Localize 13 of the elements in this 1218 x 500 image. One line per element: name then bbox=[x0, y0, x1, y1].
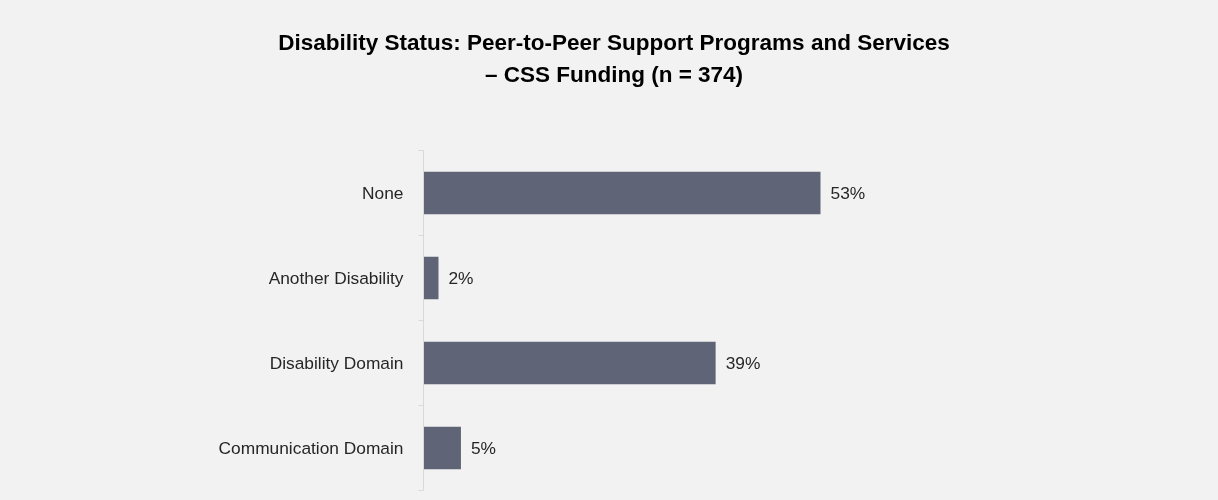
data-label: 39% bbox=[725, 353, 761, 373]
bar bbox=[423, 171, 821, 215]
y-tick-label: Another Disability bbox=[268, 268, 404, 288]
chart-title: Disability Status: Peer-to-Peer Support Programs and Services – CSS Funding (n = 374) bbox=[278, 29, 950, 90]
y-tick-label: Communication Domain bbox=[218, 438, 404, 458]
data-label: 5% bbox=[470, 438, 496, 458]
bar bbox=[423, 256, 439, 300]
y-tick-label: None bbox=[362, 183, 404, 203]
bar bbox=[423, 341, 716, 385]
bar bbox=[423, 426, 461, 470]
data-label: 53% bbox=[830, 183, 866, 203]
data-label: 2% bbox=[448, 268, 474, 288]
y-tick-label: Disability Domain bbox=[269, 353, 404, 373]
